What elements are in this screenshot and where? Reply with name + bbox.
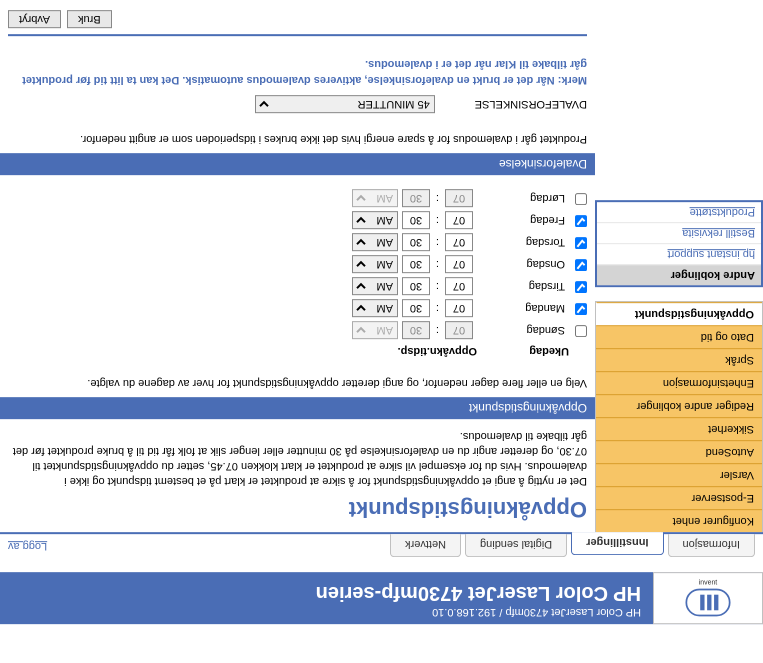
day-checkbox[interactable] [575, 193, 587, 205]
other-links-heading: Andre koblinger [597, 265, 761, 285]
wake-day-row: Fredag:AM [0, 209, 595, 231]
minute-input[interactable] [402, 211, 430, 229]
hour-input[interactable] [445, 189, 473, 207]
apply-button[interactable]: Bruk [67, 10, 112, 28]
link-order-supplies[interactable]: Bestill rekvisita [597, 223, 761, 244]
sidebar-item[interactable]: Språk [596, 348, 762, 371]
hour-input[interactable] [445, 321, 473, 339]
wake-day-row: Lørdag:AM [0, 187, 595, 209]
minute-input[interactable] [402, 321, 430, 339]
hour-input[interactable] [445, 233, 473, 251]
day-checkbox[interactable] [575, 237, 587, 249]
wake-day-row: Mandag:AM [0, 297, 595, 319]
day-label: Torsdag [477, 236, 565, 248]
day-checkbox[interactable] [575, 215, 587, 227]
ampm-select[interactable]: AM [352, 211, 398, 229]
ampm-select[interactable]: AM [352, 299, 398, 317]
svg-text:invent: invent [699, 579, 718, 586]
ampm-select[interactable]: AM [352, 233, 398, 251]
hp-logo: invent [653, 572, 763, 624]
day-checkbox[interactable] [575, 281, 587, 293]
day-label: Mandag [477, 302, 565, 314]
hour-input[interactable] [445, 299, 473, 317]
sidebar-item[interactable]: Enhetsinformasjon [596, 371, 762, 394]
sidebar: Konfigurer enhetE-postserverVarslerAutoS… [595, 200, 763, 532]
sleep-delay-label: DVALEFORSINKELSE [475, 98, 587, 110]
col-weekday: Ukedag [477, 345, 587, 357]
sidebar-item[interactable]: Konfigurer enhet [596, 509, 762, 532]
minute-input[interactable] [402, 233, 430, 251]
day-label: Onsdag [477, 258, 565, 270]
day-checkbox[interactable] [575, 259, 587, 271]
wake-section-desc: Velg en eller flere dager nedenfor, og a… [8, 377, 587, 389]
main-content: Oppvåkningstidspunkt Det er nyttig å ang… [0, 0, 595, 532]
tab-settings[interactable]: Innstillinger [571, 532, 663, 555]
sleep-section-desc: Produktet går i dvalemodus for å spare e… [8, 133, 587, 145]
banner-title: HP Color LaserJet 4730mfp-serien [12, 581, 641, 604]
sidebar-item[interactable]: Rediger andre koblinger [596, 394, 762, 417]
ampm-select[interactable]: AM [352, 321, 398, 339]
sleep-note: Merk: Når det er brukt en dvaleforsinkel… [0, 48, 595, 93]
hour-input[interactable] [445, 211, 473, 229]
banner-subtitle: HP Color LaserJet 4730mfp / 192.168.0.10 [12, 606, 641, 618]
log-off-link[interactable]: Logg av [8, 534, 47, 552]
link-product-support[interactable]: Produktstøtte [597, 202, 761, 223]
day-checkbox[interactable] [575, 303, 587, 315]
page-title: Oppvåkningstidspunkt [0, 492, 595, 532]
day-label: Fredag [477, 214, 565, 226]
ampm-select[interactable]: AM [352, 277, 398, 295]
banner: invent HP Color LaserJet 4730mfp / 192.1… [0, 572, 763, 624]
col-waketime: Oppvåkn.tidsp. [337, 345, 477, 357]
cancel-button[interactable]: Avbryt [8, 10, 61, 28]
link-hp-instant-support[interactable]: hp instant support [597, 244, 761, 265]
wake-section-heading: Oppvåkningstidspunkt [0, 397, 595, 419]
minute-input[interactable] [402, 189, 430, 207]
wake-day-row: Søndag:AM [0, 319, 595, 341]
tab-network[interactable]: Nettverk [390, 534, 461, 557]
ampm-select[interactable]: AM [352, 189, 398, 207]
hour-input[interactable] [445, 277, 473, 295]
day-label: Tirsdag [477, 280, 565, 292]
sleep-section-heading: Dvaleforsinkelse [0, 153, 595, 175]
day-checkbox[interactable] [575, 325, 587, 337]
wake-day-row: Tirsdag:AM [0, 275, 595, 297]
sidebar-item[interactable]: Dato og tid [596, 325, 762, 348]
hour-input[interactable] [445, 255, 473, 273]
sidebar-item[interactable]: E-postserver [596, 486, 762, 509]
tab-digital-sending[interactable]: Digital sending [465, 534, 567, 557]
intro-text: Det er nyttig å angi et oppvåkningstidsp… [0, 419, 595, 492]
tab-info[interactable]: Informasjon [668, 534, 755, 557]
tab-bar: Informasjon Innstillinger Digital sendin… [0, 532, 763, 572]
day-label: Søndag [477, 324, 565, 336]
sidebar-item[interactable]: Varsler [596, 463, 762, 486]
ampm-select[interactable]: AM [352, 255, 398, 273]
day-label: Lørdag [477, 192, 565, 204]
minute-input[interactable] [402, 299, 430, 317]
sidebar-item[interactable]: Oppvåkningstidspunkt [596, 302, 762, 325]
minute-input[interactable] [402, 255, 430, 273]
wake-day-row: Torsdag:AM [0, 231, 595, 253]
other-links-box: Andre koblinger hp instant support Besti… [595, 200, 763, 287]
wake-day-row: Onsdag:AM [0, 253, 595, 275]
minute-input[interactable] [402, 277, 430, 295]
sleep-delay-select[interactable]: 45 MINUTTER [255, 95, 435, 113]
sidebar-item[interactable]: AutoSend [596, 440, 762, 463]
sidebar-item[interactable]: Sikkerhet [596, 417, 762, 440]
